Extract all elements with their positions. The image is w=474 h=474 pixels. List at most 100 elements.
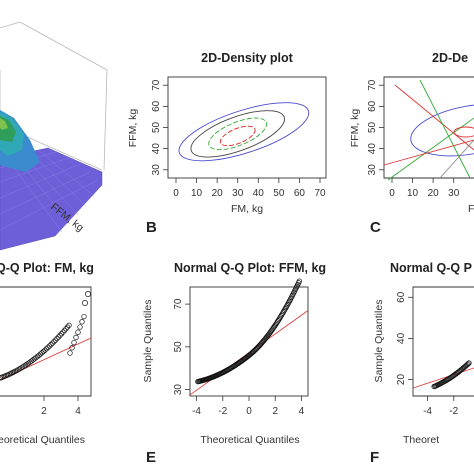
panel-c-y-ticks: 30 40 50 60 70 — [367, 79, 384, 175]
panel-e-title: Normal Q-Q Plot: FFM, kg — [174, 261, 326, 275]
panel-f: Normal Q-Q P -4 -2 20 40 60 Theoret Sample … — [370, 261, 474, 466]
panel-c: 2D-De 0 10 20 30 30 40 50 60 70 F FFM, kg C — [349, 51, 474, 236]
panel-c-gray-line — [439, 139, 474, 179]
panel-e-x-ticks: -4 -2 0 2 4 — [192, 396, 305, 417]
panel-f-ytick-label-0: 20 — [396, 374, 407, 386]
panel-e-xtick-label-4: 4 — [299, 406, 305, 417]
panel-e-ytick-label-2: 70 — [173, 298, 184, 310]
panel-d-point-54 — [81, 313, 87, 320]
panel-e-point-109 — [280, 309, 287, 315]
panel-b-plot-box — [167, 76, 327, 179]
panel-c-title: 2D-De — [432, 51, 468, 65]
panel-d-point-44 — [63, 326, 69, 332]
panel-f-xlabel: Theoret — [403, 434, 439, 446]
panel-d-point-29 — [40, 348, 47, 355]
panel-d-point-49 — [71, 339, 77, 346]
surface-floor — [0, 147, 103, 251]
panel-e-ylabel: Sample Quantiles — [142, 300, 154, 383]
panel-e-xtick-label-1: -2 — [218, 406, 227, 417]
panel-d-point-35 — [49, 340, 56, 346]
panel-d-plot-box — [0, 286, 92, 397]
panel-e-point-104 — [277, 315, 283, 321]
panel-f-plot-box — [412, 286, 474, 397]
panel-d-point-14 — [18, 365, 24, 371]
panel-f-y-ticks: 20 40 60 — [396, 291, 413, 385]
panel-c-red-line-b — [383, 139, 474, 166]
panel-c-blue-contour — [410, 103, 474, 157]
panel-d-point-31 — [43, 346, 50, 352]
panel-c-xlabel: F — [468, 203, 474, 215]
panel-f-xtick-label-1: -2 — [449, 406, 458, 417]
panel-e-point-107 — [279, 311, 285, 317]
panel-d-points — [0, 291, 91, 381]
panel-e-xlabel: Theoretical Quantiles — [200, 434, 299, 446]
panel-d-point-38 — [54, 335, 60, 342]
panel-d-point-39 — [55, 334, 62, 340]
panel-d-point-13 — [16, 366, 23, 372]
panel-b-contour-2 — [208, 117, 268, 151]
panel-b-contours — [178, 102, 310, 162]
panel-b-xtick-label-2: 20 — [212, 188, 224, 199]
panel-d-ref-line — [0, 337, 92, 381]
panel-a-surface: FFM, kg — [0, 21, 108, 251]
panel-d-point-52 — [77, 324, 83, 330]
panel-d-point-30 — [42, 347, 48, 353]
panel-d-xlabel: eoretical Quantiles — [0, 434, 85, 446]
panel-b-title: 2D-Density plot — [201, 51, 294, 65]
panel-c-ytick-label-0: 30 — [367, 164, 378, 176]
panel-b-y-ticks: 30 40 50 60 70 — [151, 79, 168, 175]
panel-c-ylabel: FFM, kg — [349, 109, 361, 148]
panel-d-point-24 — [33, 354, 39, 361]
panel-c-xtick-label-0: 0 — [389, 188, 395, 199]
panel-e-ytick-label-1: 50 — [173, 341, 184, 353]
panel-b-contour-0 — [178, 102, 310, 162]
panel-c-ytick-label-2: 50 — [367, 122, 378, 134]
panel-d-xtick-label-1: 4 — [75, 406, 81, 417]
panel-f-x-ticks: -4 -2 — [423, 396, 459, 417]
panel-d-xtick-label-0: 2 — [41, 406, 47, 417]
panel-c-xtick-label-2: 20 — [428, 188, 440, 199]
panel-f-point-37 — [465, 361, 471, 367]
panel-d-point-45 — [64, 324, 71, 330]
panel-d-point-42 — [60, 329, 66, 335]
panel-f-title: Normal Q-Q P — [390, 261, 472, 275]
panel-d-point-55 — [82, 300, 88, 306]
panel-d-point-34 — [48, 341, 54, 348]
panel-e-y-ticks: 30 50 70 — [173, 298, 190, 395]
panel-b-contour-1 — [190, 110, 285, 158]
panel-e-point-108 — [280, 310, 286, 316]
panel-c-ytick-label-3: 60 — [367, 100, 378, 112]
panel-d: Q-Q Plot: FM, kg 2 4 eoretical Quantiles — [0, 261, 94, 446]
panel-b-xlabel: FM, kg — [231, 203, 263, 215]
panel-e-points — [195, 278, 302, 385]
panel-d-point-51 — [75, 329, 81, 335]
panel-f-ytick-label-2: 60 — [396, 291, 407, 303]
panel-e-ytick-label-0: 30 — [173, 384, 184, 396]
panel-f-xtick-label-0: -4 — [423, 406, 432, 417]
panel-c-green-line-a — [419, 79, 471, 179]
panel-b-xtick-label-3: 30 — [232, 188, 244, 199]
panel-b-ytick-label-2: 50 — [151, 122, 162, 134]
panel-c-lines — [383, 79, 474, 181]
panel-e: Normal Q-Q Plot: FFM, kg -4 -2 0 2 4 305070 … — [142, 261, 326, 466]
panel-d-point-37 — [52, 337, 59, 343]
panel-b: 2D-Density plot 0 10 20 30 40 50 60 70 30 40 50 60… — [127, 51, 327, 236]
panel-e-point-106 — [278, 313, 284, 319]
panel-d-point-46 — [66, 322, 72, 328]
panel-d-point-47 — [67, 350, 73, 356]
surface-peak-lime — [0, 118, 8, 130]
panel-d-title: Q-Q Plot: FM, kg — [0, 261, 94, 275]
panel-e-letter: E — [146, 449, 156, 466]
panel-d-point-43 — [61, 327, 68, 334]
panel-c-x-ticks: 0 10 20 30 — [389, 178, 460, 199]
panel-d-point-53 — [79, 319, 85, 325]
panel-d-point-48 — [69, 345, 75, 351]
panel-b-ylabel: FFM, kg — [127, 109, 139, 148]
panel-e-xtick-label-0: -4 — [192, 406, 201, 417]
panel-f-point-36 — [464, 362, 470, 368]
panel-d-point-27 — [37, 351, 44, 357]
panel-b-xtick-label-1: 10 — [191, 188, 203, 199]
panel-b-ytick-label-3: 60 — [151, 100, 162, 112]
panel-d-point-0 — [0, 375, 3, 381]
panel-c-ytick-label-4: 70 — [367, 79, 378, 91]
